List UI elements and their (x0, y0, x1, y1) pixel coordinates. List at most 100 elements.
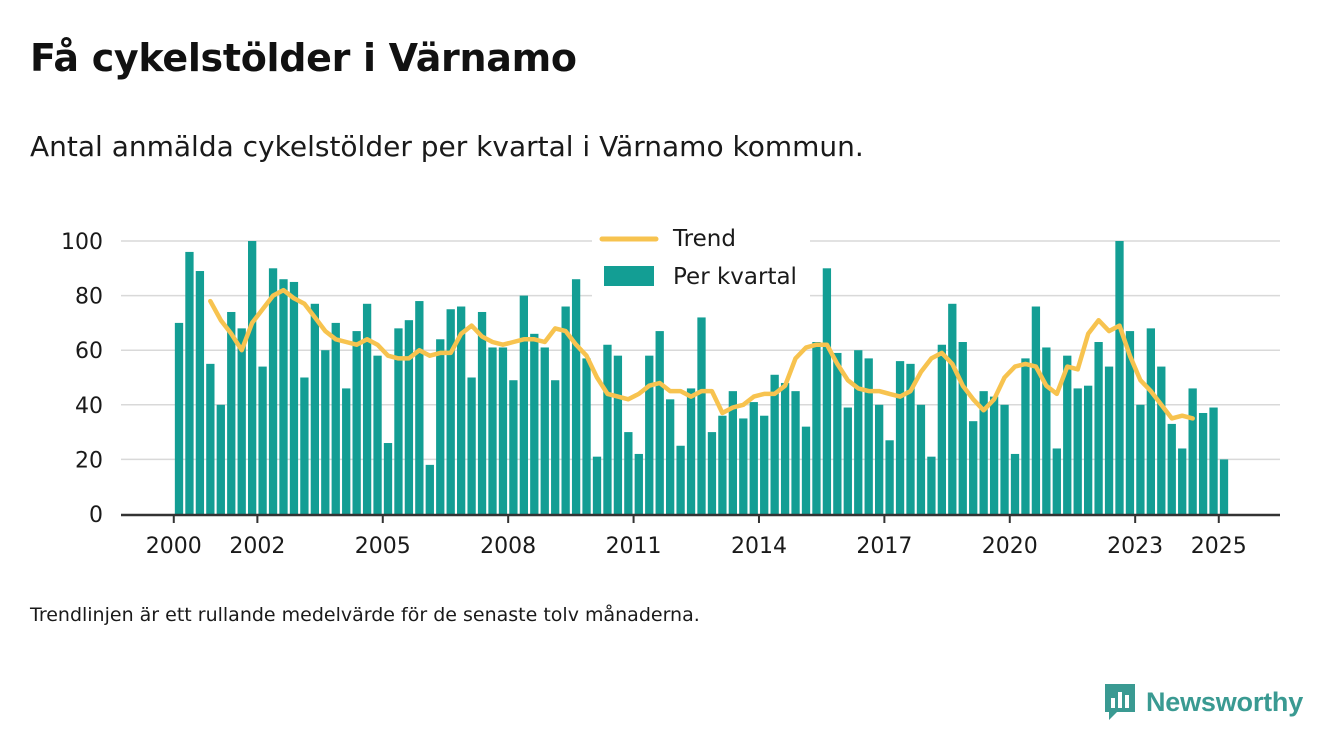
bar (310, 303, 319, 514)
x-tick-label: 2005 (355, 534, 411, 559)
bar (812, 342, 821, 514)
bar (582, 358, 591, 514)
x-tick-label: 2011 (606, 534, 662, 559)
x-tick-label: 2000 (146, 534, 202, 559)
bar (1073, 388, 1082, 514)
x-tick-label: 2014 (731, 534, 787, 559)
chart-subtitle: Antal anmälda cykelstölder per kvartal i… (30, 130, 864, 163)
bar (634, 453, 643, 514)
trend-line (208, 287, 1195, 421)
bar (498, 347, 508, 514)
bar (206, 363, 215, 514)
bar (216, 404, 225, 514)
bar (425, 464, 434, 514)
bar (749, 402, 758, 514)
bar (551, 380, 560, 514)
bar (864, 358, 873, 514)
bar (509, 380, 518, 514)
bar (989, 396, 999, 514)
bar (373, 355, 382, 514)
bar (1219, 459, 1229, 514)
bar (979, 391, 988, 514)
bar (1209, 407, 1218, 514)
bar (1021, 358, 1030, 514)
x-tick-label: 2025 (1191, 534, 1247, 559)
bar (1146, 328, 1155, 514)
y-tick-label: 60 (75, 339, 103, 364)
bar (948, 303, 957, 514)
bar (530, 333, 539, 514)
y-tick-label: 100 (61, 230, 103, 255)
bar (655, 331, 664, 514)
bar (227, 311, 236, 514)
bar (300, 377, 309, 514)
bar (258, 366, 267, 514)
brand-name: Newsworthy (1146, 686, 1304, 717)
bar (279, 279, 288, 514)
bar (331, 322, 340, 514)
footnote: Trendlinjen är ett rullande medelvärde f… (30, 604, 700, 626)
bar (268, 268, 278, 514)
x-tick-label: 2020 (982, 534, 1038, 559)
bar (728, 391, 737, 514)
bar (707, 432, 717, 514)
bar (791, 391, 800, 514)
bar (686, 388, 696, 514)
bar (446, 309, 455, 514)
bar (916, 404, 926, 514)
bar (404, 320, 414, 514)
bar (843, 407, 852, 514)
bar (666, 399, 675, 514)
newsworthy-logo-icon (1105, 684, 1135, 720)
bar (969, 421, 978, 514)
bar (906, 363, 915, 514)
bar (1000, 404, 1009, 514)
bar (937, 344, 946, 514)
bar (697, 317, 706, 514)
bar (780, 382, 790, 514)
bar (1010, 453, 1020, 514)
bar (1136, 404, 1145, 514)
bar (342, 388, 351, 514)
bar (1178, 448, 1187, 514)
bar (519, 295, 528, 514)
bar (1084, 385, 1093, 514)
bar (770, 374, 779, 514)
bar (383, 443, 393, 514)
bar (1167, 423, 1176, 514)
bar (321, 350, 330, 514)
bar (436, 339, 445, 514)
bar (237, 328, 246, 514)
y-tick-label: 80 (75, 285, 103, 310)
bar (1063, 355, 1072, 514)
legend-trend-label: Trend (672, 226, 736, 252)
bar (477, 311, 487, 514)
bar (676, 445, 685, 514)
axes: 2000 2002 2005 2008 2011 2014 2017 2020 2023 2025 (121, 513, 1280, 559)
x-tick-label: 2002 (229, 534, 285, 559)
bar (540, 347, 549, 514)
bar (718, 415, 727, 514)
bar (185, 251, 194, 515)
bar (195, 271, 205, 514)
bar (1042, 347, 1051, 514)
x-tick-label: 2008 (480, 534, 536, 559)
bar (822, 268, 832, 514)
bar (875, 404, 884, 514)
bar (927, 456, 936, 514)
bar (833, 352, 842, 514)
bars (174, 241, 1229, 515)
bar (885, 440, 894, 514)
bar (1157, 366, 1166, 514)
bar (958, 342, 967, 514)
y-tick-label: 40 (75, 394, 103, 419)
bar (1104, 366, 1114, 514)
brand-logo[interactable]: Newsworthy (1102, 682, 1303, 722)
trend-series (208, 287, 1195, 421)
bar (1198, 412, 1208, 514)
bar (645, 355, 654, 514)
bar-chart: 0 20 40 60 80 100 2000 2002 2005 2008 2011 2014 201… (61, 226, 1280, 559)
bar (248, 241, 257, 514)
bar (289, 281, 299, 514)
bar (174, 322, 184, 514)
